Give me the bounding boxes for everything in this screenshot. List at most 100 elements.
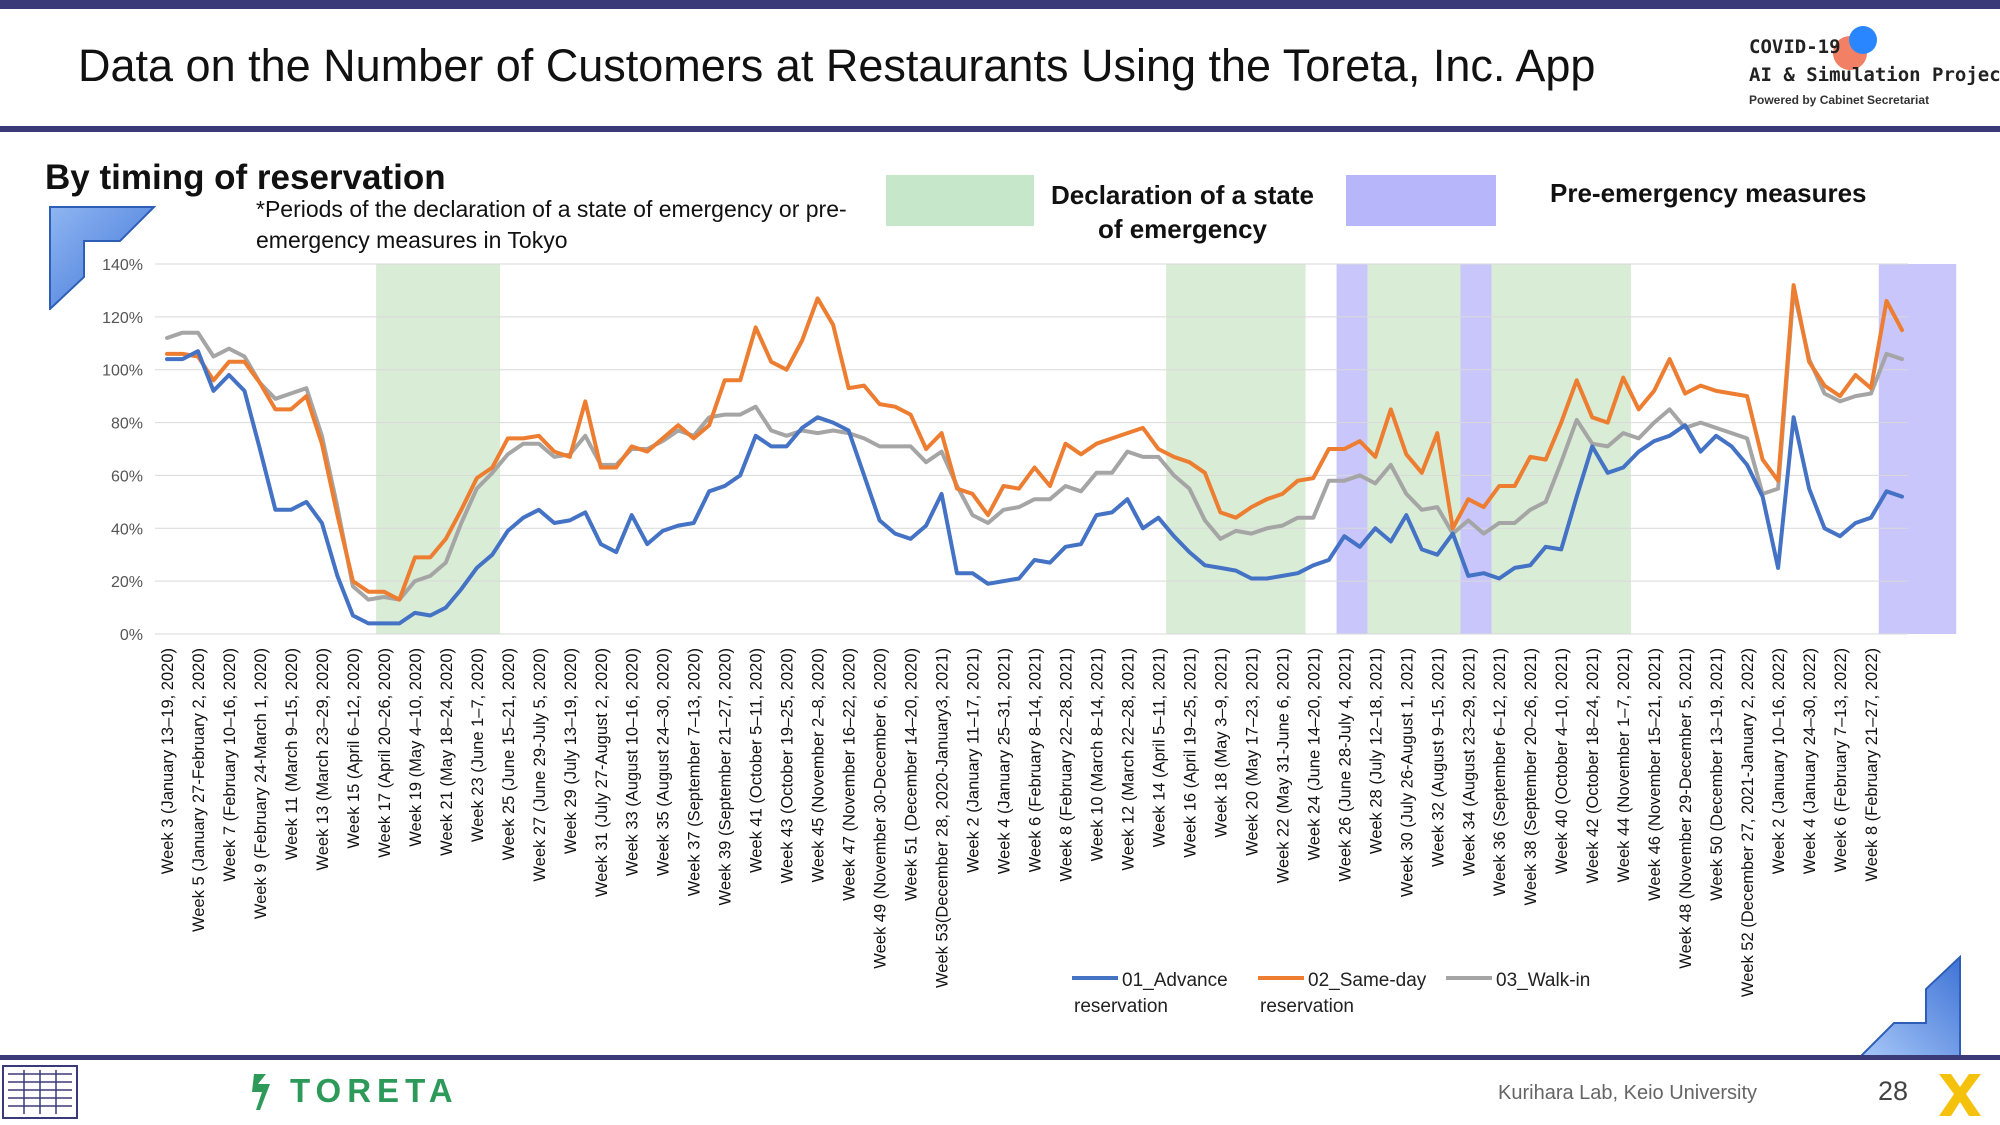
same-day-reservation-line: [165, 283, 1904, 602]
x-tick-label: Week 34 (August 23–29, 2021): [1460, 648, 1478, 876]
x-tick-label: Week 20 (May 17–23, 2021): [1243, 648, 1261, 856]
x-tick-label: Week 52 (December 27, 2021-January 2, 20…: [1739, 648, 1757, 997]
x-tick-label: Week 39 (September 21–27, 2020): [717, 648, 735, 905]
x-tick-label: Week 11 (March 9–15, 2020): [283, 648, 301, 860]
x-logo-icon: [1939, 1074, 1981, 1116]
legend-label-cont-same-day-reservation-line: reservation: [1260, 996, 1354, 1017]
emergency-band-5: [1491, 264, 1631, 634]
x-tick-label: Week 31 (July 27-August 2, 2020): [593, 648, 611, 897]
x-tick-label: Week 51 (December 14–20, 2020): [903, 648, 921, 901]
x-tick-label: Week 38 (September 20–26, 2021): [1522, 648, 1540, 905]
emergency-band-3: [1367, 264, 1461, 634]
x-tick-label: Week 53(December 28, 2020-January3, 2021…: [934, 648, 952, 988]
x-tick-label: Week 12 (March 22–28, 2021): [1119, 648, 1137, 871]
x-tick-label: Week 8 (February 22–28, 2021): [1058, 648, 1076, 882]
y-tick-label: 60%: [111, 468, 143, 485]
x-tick-label: Week 30 (July 26-August 1, 2021): [1398, 648, 1416, 897]
x-tick-label: Week 24 (June 14–20, 2021): [1305, 648, 1323, 861]
x-tick-label: Week 47 (November 16–22, 2020): [841, 648, 859, 901]
pre-emergency-band-4: [1460, 264, 1492, 634]
toreta-brand: TORETA: [290, 1072, 459, 1109]
legend-label-walk-in-line: 03_Walk-in: [1496, 970, 1590, 991]
x-tick-label: Week 21 (May 18–24, 2020): [438, 648, 456, 856]
y-tick-label: 20%: [111, 574, 143, 591]
x-tick-label: Week 10 (March 8–14, 2021): [1089, 648, 1107, 861]
x-tick-label: Week 14 (April 5–11, 2021): [1150, 648, 1168, 847]
x-tick-label: Week 8 (February 21–27, 2022): [1863, 648, 1881, 882]
x-tick-label: Week 22 (May 31-June 6, 2021): [1274, 648, 1292, 883]
legend-label-advance-reservation-line: 01_Advance: [1122, 970, 1228, 991]
x-tick-label: Week 44 (November 1–7, 2021): [1615, 648, 1633, 883]
x-tick-label: Week 41 (October 5–11, 2020): [748, 648, 766, 873]
pre-emergency-band-6: [1878, 264, 1957, 634]
page-title: Data on the Number of Customers at Resta…: [78, 40, 1596, 91]
x-tick-label: Week 28 (July 12–18, 2021): [1367, 648, 1385, 854]
x-tick-label: Week 5 (January 27-February 2, 2020): [190, 648, 208, 932]
x-tick-label: Week 42 (October 18–24, 2021): [1584, 648, 1602, 883]
legend-emergency-swatch: [886, 175, 1034, 226]
x-tick-label: Week 4 (January 25–31, 2021): [996, 648, 1014, 874]
covid-ai-project-logo: COVID-19 AI & Simulation Project Powered…: [1745, 26, 2000, 118]
x-tick-label: Week 48 (November 29-December 5, 2021): [1677, 648, 1695, 969]
walk-in-line: [165, 288, 1904, 602]
x-tick-label: Week 46 (November 15–21, 2021): [1646, 648, 1664, 901]
legend-pre-emergency-swatch: [1346, 175, 1496, 226]
x-tick-label: Week 35 (August 24–30, 2020): [655, 648, 673, 876]
lab-credit: Kurihara Lab, Keio University: [1498, 1082, 1758, 1104]
y-tick-label: 100%: [102, 363, 143, 380]
x-tick-label: Week 17 (April 20–26, 2020): [376, 648, 394, 858]
advance-reservation-line: [165, 349, 1904, 626]
x-tick-label: Week 26 (June 28-July 4, 2021): [1336, 648, 1354, 882]
y-tick-label: 140%: [102, 257, 143, 274]
x-tick-label: Week 2 (January 10–16, 2022): [1770, 648, 1788, 874]
legend-label-same-day-reservation-line: 02_Same-day: [1308, 970, 1427, 991]
customer-line-chart: 0% 20% 40% 60% 80% 100% 120% 140% Week 3 (Januar…: [102, 257, 1957, 1017]
corner-decoration-top-left-icon: [49, 206, 157, 310]
emergency-band-1: [1166, 264, 1306, 634]
logo-line-3: Powered by Cabinet Secretariat: [1749, 93, 1930, 107]
x-tick-label: Week 23 (June 1–7, 2020): [469, 648, 487, 842]
x-tick-label: Week 25 (June 15–21, 2020): [500, 648, 518, 861]
section-subtitle: By timing of reservation: [45, 158, 446, 197]
x-tick-label: Week 4 (January 24–30, 2022): [1801, 648, 1819, 874]
x-tick-label: Week 40 (October 4–10, 2021): [1553, 648, 1571, 874]
toreta-mark-icon: [252, 1074, 270, 1110]
x-tick-label: Week 49 (November 30-December 6, 2020): [872, 648, 890, 969]
y-tick-label: 40%: [111, 521, 143, 538]
logo-blue-dot-icon: [1849, 26, 1877, 54]
x-tick-label: Week 16 (April 19–25, 2021): [1181, 648, 1199, 858]
legend-emergency-label: Declaration of a state of emergency: [1051, 180, 1314, 244]
logo-line-2: AI & Simulation Project: [1749, 64, 2000, 86]
x-tick-label: Week 6 (February 7–13, 2022): [1832, 648, 1850, 872]
x-tick-label: Week 6 (February 8–14, 2021): [1027, 648, 1045, 872]
x-tick-label: Week 9 (February 24-March 1, 2020): [252, 648, 270, 919]
x-tick-label: Week 33 (August 10–16, 2020): [624, 648, 642, 876]
x-tick-label: Week 32 (August 9–15, 2021): [1429, 648, 1447, 867]
x-tick-label: Week 27 (June 29-July 5, 2020): [531, 648, 549, 882]
y-tick-label: 80%: [111, 416, 143, 433]
keio-lab-logo-icon: [2, 1065, 78, 1119]
legend-label-cont-advance-reservation-line: reservation: [1074, 996, 1168, 1017]
x-tick-label: Week 29 (July 13–19, 2020): [562, 648, 580, 854]
x-tick-label: Week 2 (January 11–17, 2021): [965, 648, 983, 873]
x-tick-label: Week 37 (September 7–13, 2020): [686, 648, 704, 896]
x-tick-label: Week 3 (January 13–19, 2020): [159, 648, 177, 874]
emergency-band-0: [376, 264, 501, 634]
legend-pre-emergency-label: Pre-emergency measures: [1550, 178, 1867, 208]
x-tick-label: Week 43 (October 19–25, 2020): [779, 648, 797, 883]
header-divider: [0, 126, 2000, 132]
y-tick-label: 120%: [102, 310, 143, 327]
x-tick-label: Week 19 (May 4–10, 2020): [407, 648, 425, 847]
footer-rule: [0, 1055, 2000, 1060]
x-tick-label: Week 50 (December 13–19, 2021): [1708, 648, 1726, 901]
x-tick-label: Week 36 (September 6–12, 2021): [1491, 648, 1509, 896]
x-tick-label: Week 18 (May 3–9, 2021): [1212, 648, 1230, 838]
x-tick-label: Week 13 (March 23–29, 2020): [314, 648, 332, 871]
top-rule: [0, 0, 2000, 9]
y-tick-label: 0%: [120, 627, 143, 644]
page-number: 28: [1878, 1076, 1909, 1106]
x-tick-label: Week 45 (November 2–8, 2020): [810, 648, 828, 883]
x-tick-label: Week 15 (April 6–12, 2020): [345, 648, 363, 849]
x-tick-label: Week 7 (February 10–16, 2020): [221, 648, 239, 882]
logo-line-1: COVID-19: [1749, 36, 1841, 58]
